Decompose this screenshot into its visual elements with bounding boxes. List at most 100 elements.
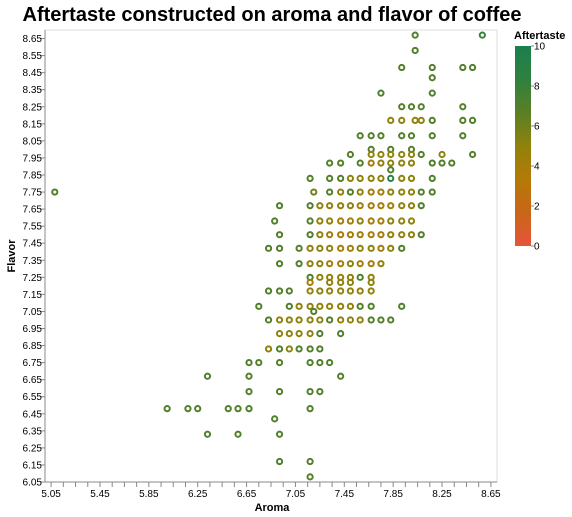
data-point: [398, 188, 406, 196]
data-point: [428, 174, 436, 182]
data-point: [326, 359, 334, 367]
data-point: [163, 405, 171, 413]
data-point: [398, 116, 406, 125]
data-point: [316, 273, 324, 281]
x-tick-label: 5.45: [90, 489, 110, 500]
data-point: [337, 231, 345, 239]
x-tick-label: 8.65: [481, 489, 501, 500]
data-point: [316, 287, 324, 295]
data-point: [468, 150, 477, 159]
y-tick-label: 8.45: [23, 68, 43, 79]
data-point: [417, 188, 425, 196]
data-point: [234, 430, 242, 438]
data-point: [377, 188, 385, 196]
data-point: [275, 345, 284, 353]
data-point: [337, 330, 345, 338]
data-point: [271, 217, 279, 225]
data-point: [306, 287, 314, 295]
data-points: [51, 31, 486, 481]
data-point: [377, 132, 385, 140]
data-point: [377, 260, 385, 268]
data-point: [275, 260, 284, 268]
data-point: [346, 202, 355, 210]
data-point: [398, 150, 406, 159]
y-tick-label: 6.05: [23, 478, 43, 489]
legend-tick-label: 2: [534, 202, 540, 213]
data-point: [275, 316, 284, 324]
data-point: [407, 231, 416, 239]
data-point: [285, 330, 293, 338]
data-point: [356, 287, 364, 295]
data-point: [271, 415, 279, 423]
data-point: [428, 159, 436, 167]
data-point: [428, 89, 436, 97]
data-point: [367, 316, 375, 324]
data-point: [398, 174, 406, 182]
data-point: [306, 359, 314, 367]
y-tick-label: 6.35: [23, 426, 43, 437]
data-point: [275, 202, 284, 210]
data-point: [337, 316, 345, 324]
data-point: [326, 287, 334, 295]
y-tick-label: 8.55: [23, 51, 43, 62]
data-point: [387, 188, 395, 196]
data-point: [398, 103, 406, 111]
x-tick-label: 6.65: [237, 489, 257, 500]
data-point: [326, 302, 334, 310]
data-point: [417, 202, 425, 210]
y-tick-label: 6.25: [23, 443, 43, 454]
data-point: [346, 302, 355, 310]
data-point: [306, 473, 314, 481]
data-point: [275, 231, 284, 239]
data-point: [407, 174, 416, 182]
legend-gradient-bar: [515, 46, 531, 246]
data-point: [306, 457, 314, 466]
data-point: [316, 302, 324, 310]
legend-tick-label: 0: [534, 242, 540, 253]
y-tick-label: 6.45: [23, 409, 43, 420]
data-point: [326, 231, 334, 239]
data-point: [398, 217, 406, 225]
data-point: [203, 430, 212, 438]
data-point: [306, 174, 314, 182]
data-point: [356, 202, 364, 210]
data-point: [346, 244, 355, 252]
data-point: [326, 174, 334, 182]
data-point: [356, 231, 364, 239]
data-point: [245, 359, 253, 367]
data-point: [417, 150, 425, 159]
data-point: [306, 278, 314, 287]
chart-title: Aftertaste constructed on aroma and flav…: [23, 4, 522, 26]
data-point: [326, 244, 334, 252]
data-point: [387, 217, 395, 225]
data-point: [459, 63, 467, 72]
data-point: [337, 202, 345, 210]
data-point: [387, 159, 395, 167]
data-point: [468, 63, 477, 72]
data-point: [337, 278, 345, 287]
data-point: [377, 174, 385, 182]
data-point: [264, 345, 273, 353]
data-point: [377, 150, 385, 159]
data-point: [306, 260, 314, 268]
data-point: [367, 260, 375, 268]
data-point: [295, 244, 303, 252]
data-point: [326, 260, 334, 268]
data-point: [306, 345, 314, 353]
y-tick-label: 8.25: [23, 102, 43, 113]
data-point: [346, 231, 355, 239]
y-tick-label: 6.65: [23, 375, 43, 386]
data-point: [285, 345, 293, 353]
data-point: [316, 217, 324, 225]
data-point: [346, 174, 355, 182]
data-point: [356, 302, 364, 310]
data-point: [428, 63, 436, 72]
data-point: [310, 188, 318, 196]
data-point: [367, 231, 375, 239]
data-point: [398, 63, 406, 72]
y-tick-label: 7.85: [23, 170, 43, 181]
data-point: [346, 316, 355, 324]
data-point: [398, 244, 406, 252]
data-point: [411, 31, 419, 39]
data-point: [306, 244, 314, 252]
